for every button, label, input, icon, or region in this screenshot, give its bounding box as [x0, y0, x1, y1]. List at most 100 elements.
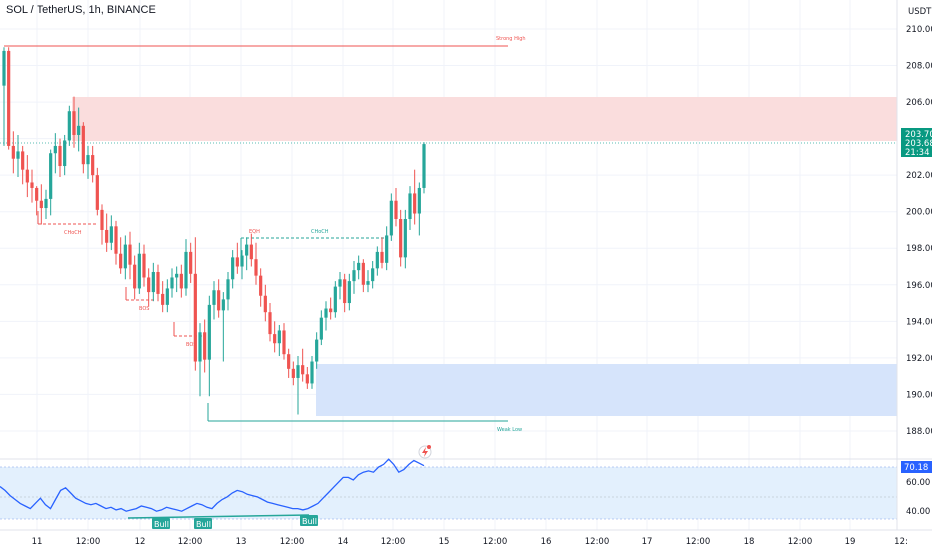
- candle-body: [305, 374, 309, 384]
- candle-body: [11, 145, 15, 159]
- candle-body: [329, 308, 333, 313]
- time-tick-label: 13: [236, 537, 247, 547]
- candle-body: [189, 251, 193, 274]
- time-axis[interactable]: 11 12:00 12 12:00 13 12:00 14 12:00 15 12:00 16 12:…: [32, 537, 908, 547]
- demand-zone: [316, 364, 897, 416]
- candle-body: [142, 253, 146, 278]
- candle-body: [67, 111, 71, 141]
- supply-zone: [72, 97, 897, 141]
- candle-body: [81, 125, 85, 165]
- candle-body: [343, 279, 347, 304]
- candle-body: [72, 111, 76, 135]
- rsi-value-badge: [901, 461, 932, 473]
- candle-body: [394, 200, 398, 220]
- candle-body: [315, 339, 319, 362]
- candle-body: [417, 187, 421, 214]
- price-upper: 203.70: [905, 130, 932, 140]
- candle-body: [100, 209, 104, 230]
- candle-body: [128, 244, 132, 265]
- rsi-band: [0, 467, 897, 519]
- rsi-value: 70.18: [904, 463, 928, 473]
- candle-body: [156, 271, 160, 294]
- candle-body: [385, 235, 389, 263]
- candle-body: [212, 290, 216, 305]
- candle-body: [254, 259, 258, 276]
- candle-body: [44, 198, 48, 209]
- candle-body: [333, 286, 337, 313]
- svg-text:Bull: Bull: [302, 517, 317, 526]
- candle-body: [198, 332, 202, 362]
- candle-body: [175, 273, 179, 278]
- candle-body: [39, 200, 43, 209]
- candle-body: [7, 50, 11, 146]
- candle-body: [137, 253, 141, 289]
- svg-text:Bull: Bull: [154, 520, 169, 529]
- rsi-tick-40: 40.00: [906, 507, 930, 517]
- candle-body: [193, 273, 197, 362]
- price-lower: 203.68: [905, 139, 932, 149]
- candle-body: [147, 277, 151, 293]
- eqh-label: EQH: [249, 229, 260, 235]
- time-tick-label: 12:00: [280, 537, 305, 547]
- candle-body: [207, 304, 211, 360]
- candle-body: [296, 365, 300, 378]
- candle-body: [324, 308, 328, 318]
- currency-label: USDT: [908, 7, 932, 17]
- candle-body: [366, 281, 370, 285]
- bull-divergence-line: [127, 514, 310, 519]
- candle-body: [240, 255, 244, 267]
- strong-high-label: Strong High: [496, 36, 526, 42]
- candle-body: [277, 330, 281, 344]
- price-tick-label: 208.00: [906, 62, 932, 72]
- candle-body: [221, 299, 225, 311]
- candle-body: [217, 290, 221, 311]
- price-tick-label: 194.00: [906, 317, 932, 327]
- candle-body: [77, 125, 81, 135]
- candle-body: [119, 253, 123, 269]
- candle-body: [422, 144, 426, 188]
- price-axis[interactable]: 210.00208.00206.00204.00202.00200.00198.…: [906, 25, 932, 437]
- price-tick-label: 210.00: [906, 25, 932, 35]
- price-tick-label: 200.00: [906, 208, 932, 218]
- candle-body: [114, 226, 118, 254]
- rsi-axis[interactable]: 70.18 60.00 40.00: [901, 461, 932, 517]
- bos-1-label: BOS: [139, 306, 149, 312]
- candle-body: [235, 257, 239, 267]
- candle-body: [105, 229, 109, 243]
- candle-body: [319, 317, 323, 340]
- candle-body: [86, 155, 90, 165]
- time-tick-label: 14: [338, 537, 349, 547]
- candle-body: [2, 50, 6, 86]
- price-tick-label: 198.00: [906, 244, 932, 254]
- bull-badge-1: Bull: [152, 518, 170, 529]
- candle-body: [361, 262, 365, 285]
- candle-body: [16, 151, 20, 159]
- time-tick-label: 12:00: [76, 537, 101, 547]
- symbol-title: SOL / TetherUS, 1h, BINANCE: [6, 4, 156, 16]
- candle-body: [245, 244, 249, 256]
- bos-2-label: BOS: [186, 342, 196, 348]
- candle-body: [165, 288, 169, 305]
- time-tick-label: 11: [32, 537, 43, 547]
- bull-badge-2: Bull: [194, 518, 212, 529]
- alert-dot-icon: [427, 445, 431, 449]
- candle-body: [413, 193, 417, 214]
- candle-body: [399, 219, 403, 258]
- rsi-line: [0, 458, 425, 512]
- candle-body: [231, 257, 235, 280]
- lightning-icon[interactable]: [418, 445, 432, 459]
- time-tick-label: 15: [439, 537, 450, 547]
- candle-body: [310, 361, 314, 384]
- candle-body: [91, 155, 95, 176]
- candle-body: [123, 244, 127, 269]
- price-tick-label: 196.00: [906, 281, 932, 291]
- candle-body: [263, 295, 267, 313]
- time-tick-label: 12:00: [585, 537, 610, 547]
- candle-body: [203, 332, 207, 360]
- candle-body: [389, 200, 393, 236]
- candle-body: [403, 219, 407, 258]
- candle-body: [63, 140, 67, 167]
- candle-body: [287, 354, 291, 369]
- candle-body: [347, 281, 351, 304]
